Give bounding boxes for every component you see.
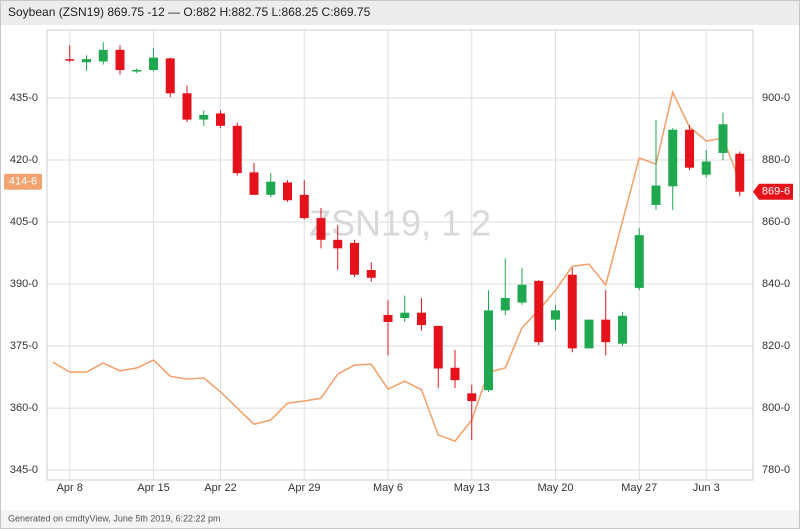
candle-body — [618, 315, 627, 344]
candle-body — [484, 310, 493, 391]
candle-body — [567, 274, 577, 349]
watermark: ZSN19, 1 2 — [309, 203, 491, 244]
candle-body — [232, 125, 242, 174]
candle-body — [400, 312, 410, 319]
candle-body — [551, 310, 560, 320]
candle-body — [517, 284, 527, 303]
candle-body — [299, 194, 309, 219]
last-value-label: 414-6 — [9, 176, 37, 188]
x-tick-label: Jun 3 — [693, 482, 720, 494]
candle-body — [366, 270, 376, 278]
candle-body — [216, 113, 225, 126]
candle-body — [685, 129, 694, 168]
y2-tick-label: 840-0 — [762, 278, 790, 290]
line-series — [52, 89, 741, 443]
plot-area — [46, 29, 754, 481]
candle-body — [433, 325, 443, 369]
candle-body — [149, 57, 158, 71]
candle-body — [98, 49, 108, 62]
y2-tick-label: 780-0 — [762, 464, 790, 476]
x-tick-label: Apr 22 — [204, 482, 236, 494]
x-tick-label: Apr 15 — [137, 482, 169, 494]
candle-body — [534, 280, 544, 343]
y2-tick-label: 820-0 — [762, 340, 790, 352]
y2-tick-label: 800-0 — [762, 402, 790, 414]
candle-body — [266, 181, 276, 195]
candle-body — [634, 235, 644, 288]
candle-body — [668, 129, 678, 187]
candle-body — [350, 242, 359, 275]
y-tick-label: 360-0 — [10, 402, 38, 414]
candle-body — [333, 239, 343, 249]
candle-body — [316, 218, 326, 240]
candle-body — [735, 153, 745, 192]
candle-body — [701, 161, 711, 175]
x-tick-label: Apr 29 — [288, 482, 320, 494]
candle-body — [718, 124, 728, 153]
candle-body — [132, 70, 142, 72]
footer: Generated on cmdtyView, June 5th 2019, 6… — [8, 513, 220, 523]
candle-body — [584, 319, 594, 349]
candle-body — [82, 59, 91, 63]
candle-body — [182, 93, 192, 120]
candle-body — [651, 185, 661, 205]
last-value-label: 869-6 — [762, 186, 790, 198]
candle-body — [417, 312, 426, 326]
y2-tick-label: 860-0 — [762, 216, 790, 228]
y-tick-label: 435-0 — [10, 92, 38, 104]
candle-body — [450, 367, 460, 381]
candle-body — [601, 319, 611, 343]
header-bar — [1, 1, 799, 25]
x-tick-label: May 13 — [454, 482, 490, 494]
last-value-badge — [753, 183, 793, 200]
y-tick-label: 390-0 — [10, 278, 38, 290]
y2-tick-label: 900-0 — [762, 92, 790, 104]
footer-bar — [1, 510, 799, 528]
candle-body — [500, 297, 510, 311]
candle-body — [199, 114, 209, 120]
candle-body — [283, 182, 292, 201]
last-value-badge — [4, 173, 42, 190]
x-tick-label: May 6 — [373, 482, 403, 494]
candle-body — [467, 393, 477, 402]
candle-body — [165, 58, 175, 94]
y-tick-label: 345-0 — [10, 464, 38, 476]
candle-body — [65, 59, 75, 61]
x-tick-label: May 20 — [537, 482, 573, 494]
y-tick-label: 375-0 — [10, 340, 38, 352]
candle-body — [249, 172, 259, 195]
x-tick-label: May 27 — [621, 482, 657, 494]
x-tick-label: Apr 8 — [57, 482, 83, 494]
candle-body — [115, 49, 125, 71]
y-tick-label: 405-0 — [10, 216, 38, 228]
y2-tick-label: 880-0 — [762, 154, 790, 166]
candle-body — [383, 315, 393, 322]
chart-title: Soybean (ZSN19) 869.75 -12 — O:882 H:882… — [8, 5, 371, 19]
y-tick-label: 420-0 — [10, 154, 38, 166]
